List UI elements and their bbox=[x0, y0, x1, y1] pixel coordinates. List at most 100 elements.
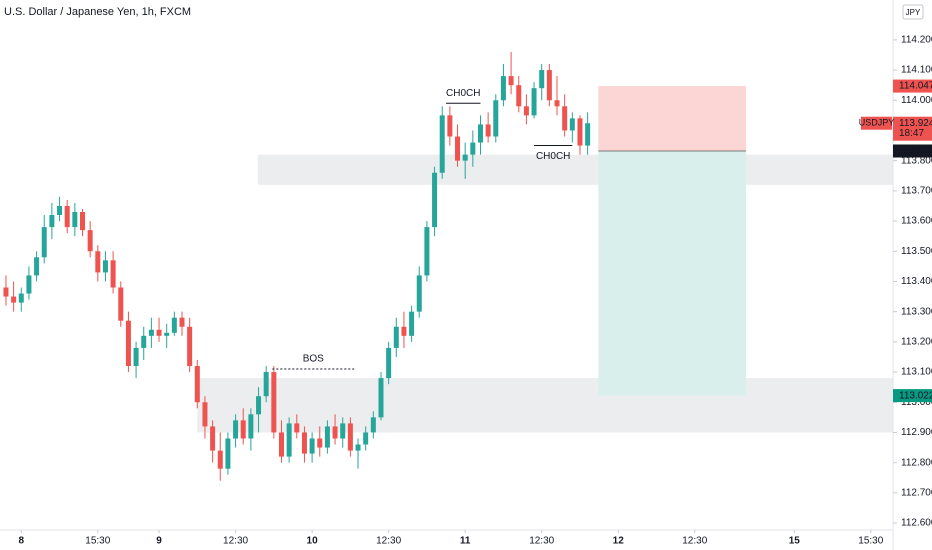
candle-body bbox=[546, 70, 552, 101]
candle-body bbox=[41, 227, 47, 258]
price-tag-label: 113.924 bbox=[899, 118, 932, 129]
candle-body bbox=[416, 275, 422, 312]
candle-body bbox=[110, 260, 116, 288]
price-tag bbox=[893, 389, 932, 403]
annotation-label: CH0CH bbox=[536, 151, 570, 162]
target-zone bbox=[598, 86, 747, 151]
y-tick-label: 114.100 bbox=[901, 65, 932, 76]
y-tick-label: 113.600 bbox=[901, 216, 932, 227]
candle-body bbox=[57, 205, 63, 216]
y-tick-label: 114.000 bbox=[901, 95, 932, 106]
candle-body bbox=[102, 260, 108, 273]
x-tick-label: 12:30 bbox=[682, 536, 707, 547]
candle-body bbox=[80, 212, 86, 231]
candle-body bbox=[355, 444, 361, 451]
x-tick-label: 12 bbox=[613, 536, 625, 547]
candle-body bbox=[141, 335, 147, 348]
candle-body bbox=[340, 423, 346, 439]
annotation-label: BOS bbox=[303, 354, 324, 365]
annotation-label: CH0CH bbox=[446, 88, 480, 99]
plot bbox=[3, 51, 894, 481]
candle-body bbox=[477, 124, 483, 143]
candle-body bbox=[3, 287, 9, 297]
candle-body bbox=[202, 402, 208, 427]
candle-body bbox=[531, 88, 537, 116]
candle-body bbox=[516, 85, 522, 107]
candle-body bbox=[171, 317, 177, 333]
y-tick-label: 113.400 bbox=[901, 276, 932, 287]
x-tick-label: 11 bbox=[460, 536, 471, 547]
candle-body bbox=[393, 326, 399, 348]
x-tick-label: 8 bbox=[18, 536, 24, 547]
candle-body bbox=[256, 396, 262, 415]
candle-body bbox=[439, 115, 445, 173]
price-tag bbox=[893, 144, 932, 158]
candle-body bbox=[179, 317, 185, 327]
stop-zone bbox=[598, 150, 747, 396]
y-tick-label: 113.000 bbox=[901, 397, 932, 408]
y-tick-label: 113.700 bbox=[901, 186, 932, 197]
x-tick-label: 15:30 bbox=[85, 536, 110, 547]
candle-body bbox=[301, 432, 307, 454]
candle-body bbox=[271, 372, 277, 433]
x-tick-label: 12:30 bbox=[376, 536, 401, 547]
symbol-tag bbox=[861, 116, 892, 130]
currency-box[interactable] bbox=[902, 4, 924, 20]
price-tag bbox=[893, 116, 932, 141]
candle-body bbox=[125, 320, 131, 367]
candle-body bbox=[26, 275, 32, 294]
candle-body bbox=[240, 420, 246, 439]
candle-body bbox=[562, 106, 568, 131]
candle-body bbox=[569, 118, 575, 131]
candle-body bbox=[424, 227, 430, 276]
y-tick-label: 112.800 bbox=[901, 457, 932, 468]
candle-body bbox=[347, 423, 353, 451]
candle-body bbox=[225, 438, 231, 469]
candle-body bbox=[34, 257, 40, 276]
x-tick-label: 10 bbox=[307, 536, 319, 547]
y-tick-label: 112.900 bbox=[901, 427, 932, 438]
candle-body bbox=[378, 378, 384, 418]
candle-body bbox=[447, 115, 453, 137]
candle-body bbox=[409, 311, 415, 336]
candle-body bbox=[370, 417, 376, 433]
price-tag-label: 113.022 bbox=[899, 390, 932, 401]
candle-body bbox=[332, 426, 338, 439]
currency[interactable]: JPY bbox=[906, 8, 921, 17]
candle-body bbox=[554, 100, 560, 107]
candle-body bbox=[432, 172, 438, 228]
candle-body bbox=[470, 142, 476, 155]
candle-body bbox=[294, 423, 300, 433]
zone bbox=[197, 378, 893, 433]
price-tag bbox=[893, 79, 932, 93]
candle-body bbox=[577, 118, 583, 146]
candle-body bbox=[187, 326, 193, 367]
candle-body bbox=[156, 329, 162, 336]
y-tick-label: 113.200 bbox=[901, 336, 932, 347]
candle-body bbox=[217, 450, 223, 469]
x-tick-label: 12:30 bbox=[529, 536, 554, 547]
x-tick-label: 9 bbox=[156, 536, 162, 547]
y-tick-label: 112.600 bbox=[901, 518, 932, 529]
candle-body bbox=[248, 414, 254, 439]
candle-body bbox=[386, 347, 392, 379]
x-tick-label: 15:30 bbox=[858, 536, 883, 547]
candle-body bbox=[363, 432, 369, 445]
candle-body bbox=[539, 70, 545, 89]
y-tick-label: 112.700 bbox=[901, 487, 932, 498]
candle-body bbox=[72, 212, 78, 228]
candle-body bbox=[64, 205, 70, 228]
zone bbox=[257, 154, 894, 185]
candle-body bbox=[523, 106, 529, 116]
candle-body bbox=[18, 293, 24, 303]
candle-body bbox=[278, 432, 284, 457]
candle-body bbox=[194, 366, 200, 403]
candle-body bbox=[585, 123, 591, 146]
chart-title: U.S. Dollar / Japanese Yen, 1h, FXCM bbox=[4, 6, 191, 18]
candle-body bbox=[455, 136, 461, 161]
price-tag-label: 114.047 bbox=[899, 81, 932, 92]
x-tick-label: 12:30 bbox=[223, 536, 248, 547]
candle-body bbox=[500, 76, 506, 101]
candle-body bbox=[324, 426, 330, 448]
